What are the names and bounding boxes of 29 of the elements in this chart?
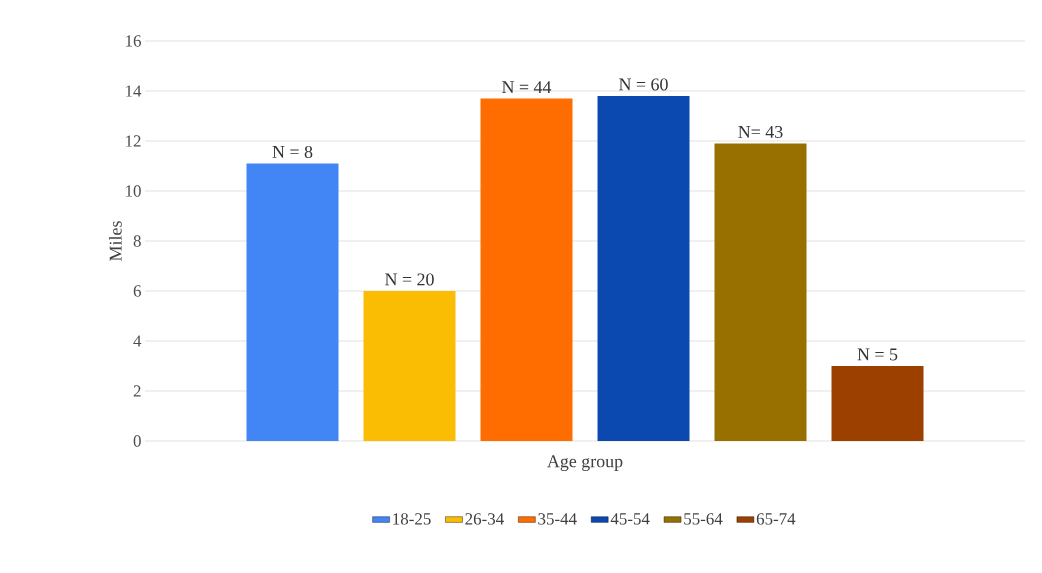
legend-label: 55-64 bbox=[684, 513, 723, 525]
y-tick-label: 12 bbox=[126, 135, 141, 147]
annotation: N = 5 bbox=[857, 348, 898, 361]
annotation: N = 20 bbox=[385, 273, 434, 286]
y-tick-label: 14 bbox=[126, 85, 142, 97]
annotation: N= 43 bbox=[738, 125, 783, 138]
y-tick-label: 10 bbox=[126, 185, 141, 197]
legend-label: 18-25 bbox=[393, 513, 431, 525]
y-tick-label: 16 bbox=[126, 35, 141, 47]
x-axis-title: Age group bbox=[547, 455, 623, 472]
y-tick-label: 8 bbox=[133, 235, 141, 247]
y-tick-label: 4 bbox=[133, 335, 142, 347]
bar bbox=[597, 95, 690, 441]
y-tick-label: 6 bbox=[133, 285, 141, 297]
bar bbox=[363, 290, 456, 441]
annotation: N = 44 bbox=[502, 81, 552, 93]
bar bbox=[480, 98, 573, 441]
annotation: N = 8 bbox=[272, 145, 313, 158]
bar bbox=[831, 365, 924, 441]
bar bbox=[714, 143, 807, 441]
y-tick-label: 0 bbox=[133, 435, 141, 447]
legend-label: 65-74 bbox=[756, 513, 796, 525]
legend-label: 45-54 bbox=[610, 513, 650, 525]
y-axis-title: Miles bbox=[109, 221, 122, 261]
legend-label: 26-34 bbox=[465, 513, 504, 525]
legend-label: 35-44 bbox=[538, 513, 577, 525]
annotation: N = 60 bbox=[619, 78, 668, 91]
bar bbox=[246, 163, 339, 441]
y-tick-label: 2 bbox=[133, 385, 141, 397]
